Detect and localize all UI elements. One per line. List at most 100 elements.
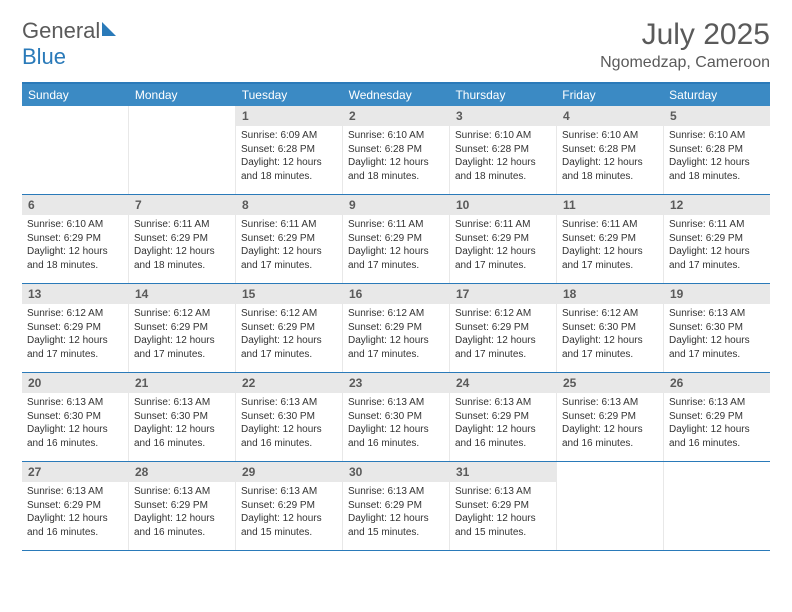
day-cell: 21Sunrise: 6:13 AMSunset: 6:30 PMDayligh… <box>129 373 236 461</box>
daylight-text: Daylight: 12 hours and 17 minutes. <box>241 334 337 361</box>
day-number: 15 <box>236 284 342 304</box>
weekday-header: Wednesday <box>343 84 450 106</box>
sunset-text: Sunset: 6:29 PM <box>27 232 123 246</box>
day-body: Sunrise: 6:11 AMSunset: 6:29 PMDaylight:… <box>664 215 770 277</box>
day-number: 5 <box>664 106 770 126</box>
sunset-text: Sunset: 6:29 PM <box>348 499 444 513</box>
sunset-text: Sunset: 6:28 PM <box>348 143 444 157</box>
sunrise-text: Sunrise: 6:11 AM <box>241 218 337 232</box>
day-cell: 22Sunrise: 6:13 AMSunset: 6:30 PMDayligh… <box>236 373 343 461</box>
day-number: 27 <box>22 462 128 482</box>
sunrise-text: Sunrise: 6:13 AM <box>27 485 123 499</box>
logo-text: General Blue <box>22 18 122 70</box>
title-block: July 2025 Ngomedzap, Cameroon <box>600 18 770 72</box>
week-row: 20Sunrise: 6:13 AMSunset: 6:30 PMDayligh… <box>22 373 770 462</box>
day-body: Sunrise: 6:13 AMSunset: 6:30 PMDaylight:… <box>664 304 770 366</box>
sunset-text: Sunset: 6:29 PM <box>241 321 337 335</box>
day-body: Sunrise: 6:13 AMSunset: 6:29 PMDaylight:… <box>22 482 128 544</box>
day-cell-empty: . <box>664 462 770 550</box>
sunrise-text: Sunrise: 6:11 AM <box>455 218 551 232</box>
daylight-text: Daylight: 12 hours and 16 minutes. <box>562 423 658 450</box>
daylight-text: Daylight: 12 hours and 15 minutes. <box>455 512 551 539</box>
weeks-container: ..1Sunrise: 6:09 AMSunset: 6:28 PMDaylig… <box>22 106 770 551</box>
day-cell: 26Sunrise: 6:13 AMSunset: 6:29 PMDayligh… <box>664 373 770 461</box>
sunset-text: Sunset: 6:29 PM <box>455 232 551 246</box>
daylight-text: Daylight: 12 hours and 16 minutes. <box>455 423 551 450</box>
sunrise-text: Sunrise: 6:13 AM <box>669 307 765 321</box>
day-number: 2 <box>343 106 449 126</box>
daylight-text: Daylight: 12 hours and 15 minutes. <box>348 512 444 539</box>
daylight-text: Daylight: 12 hours and 16 minutes. <box>134 512 230 539</box>
daylight-text: Daylight: 12 hours and 16 minutes. <box>348 423 444 450</box>
daylight-text: Daylight: 12 hours and 17 minutes. <box>348 334 444 361</box>
daylight-text: Daylight: 12 hours and 17 minutes. <box>669 245 765 272</box>
day-number: 24 <box>450 373 556 393</box>
sunrise-text: Sunrise: 6:13 AM <box>455 485 551 499</box>
day-cell: 13Sunrise: 6:12 AMSunset: 6:29 PMDayligh… <box>22 284 129 372</box>
day-cell: 2Sunrise: 6:10 AMSunset: 6:28 PMDaylight… <box>343 106 450 194</box>
day-number: 3 <box>450 106 556 126</box>
day-body: Sunrise: 6:13 AMSunset: 6:29 PMDaylight:… <box>129 482 235 544</box>
sunset-text: Sunset: 6:30 PM <box>27 410 123 424</box>
sunrise-text: Sunrise: 6:13 AM <box>241 485 337 499</box>
daylight-text: Daylight: 12 hours and 17 minutes. <box>455 334 551 361</box>
day-number: 29 <box>236 462 342 482</box>
day-body: Sunrise: 6:13 AMSunset: 6:29 PMDaylight:… <box>664 393 770 455</box>
logo-sail-icon <box>100 18 122 44</box>
daylight-text: Daylight: 12 hours and 17 minutes. <box>134 334 230 361</box>
sunrise-text: Sunrise: 6:10 AM <box>669 129 765 143</box>
day-number: 17 <box>450 284 556 304</box>
day-number: 22 <box>236 373 342 393</box>
day-number: 16 <box>343 284 449 304</box>
sunrise-text: Sunrise: 6:13 AM <box>134 485 230 499</box>
sunset-text: Sunset: 6:30 PM <box>562 321 658 335</box>
sunrise-text: Sunrise: 6:12 AM <box>27 307 123 321</box>
day-cell: 10Sunrise: 6:11 AMSunset: 6:29 PMDayligh… <box>450 195 557 283</box>
sunset-text: Sunset: 6:29 PM <box>669 232 765 246</box>
daylight-text: Daylight: 12 hours and 16 minutes. <box>27 512 123 539</box>
day-number: 28 <box>129 462 235 482</box>
logo-word-2: Blue <box>22 44 66 69</box>
daylight-text: Daylight: 12 hours and 18 minutes. <box>241 156 337 183</box>
day-cell: 31Sunrise: 6:13 AMSunset: 6:29 PMDayligh… <box>450 462 557 550</box>
day-body: Sunrise: 6:10 AMSunset: 6:28 PMDaylight:… <box>450 126 556 188</box>
weekday-header: Tuesday <box>236 84 343 106</box>
sunrise-text: Sunrise: 6:13 AM <box>562 396 658 410</box>
sunset-text: Sunset: 6:29 PM <box>562 232 658 246</box>
day-cell: 23Sunrise: 6:13 AMSunset: 6:30 PMDayligh… <box>343 373 450 461</box>
sunset-text: Sunset: 6:30 PM <box>134 410 230 424</box>
day-body: Sunrise: 6:12 AMSunset: 6:29 PMDaylight:… <box>236 304 342 366</box>
day-body: Sunrise: 6:13 AMSunset: 6:29 PMDaylight:… <box>450 393 556 455</box>
daylight-text: Daylight: 12 hours and 18 minutes. <box>348 156 444 183</box>
day-number: 9 <box>343 195 449 215</box>
day-cell: 30Sunrise: 6:13 AMSunset: 6:29 PMDayligh… <box>343 462 450 550</box>
day-number: 11 <box>557 195 663 215</box>
day-number: 8 <box>236 195 342 215</box>
sunset-text: Sunset: 6:28 PM <box>562 143 658 157</box>
day-body: Sunrise: 6:12 AMSunset: 6:30 PMDaylight:… <box>557 304 663 366</box>
sunrise-text: Sunrise: 6:11 AM <box>562 218 658 232</box>
sunrise-text: Sunrise: 6:13 AM <box>27 396 123 410</box>
day-cell: 4Sunrise: 6:10 AMSunset: 6:28 PMDaylight… <box>557 106 664 194</box>
logo-word-1: General <box>22 18 100 43</box>
sunrise-text: Sunrise: 6:10 AM <box>562 129 658 143</box>
daylight-text: Daylight: 12 hours and 17 minutes. <box>562 334 658 361</box>
location: Ngomedzap, Cameroon <box>600 54 770 72</box>
day-body: Sunrise: 6:11 AMSunset: 6:29 PMDaylight:… <box>557 215 663 277</box>
month-title: July 2025 <box>600 18 770 52</box>
day-cell-empty: . <box>557 462 664 550</box>
daylight-text: Daylight: 12 hours and 17 minutes. <box>455 245 551 272</box>
week-row: 13Sunrise: 6:12 AMSunset: 6:29 PMDayligh… <box>22 284 770 373</box>
day-number: 30 <box>343 462 449 482</box>
sunset-text: Sunset: 6:29 PM <box>134 232 230 246</box>
sunset-text: Sunset: 6:30 PM <box>348 410 444 424</box>
day-number: 13 <box>22 284 128 304</box>
sunrise-text: Sunrise: 6:13 AM <box>669 396 765 410</box>
day-number: 1 <box>236 106 342 126</box>
day-number: 31 <box>450 462 556 482</box>
day-body: Sunrise: 6:10 AMSunset: 6:28 PMDaylight:… <box>557 126 663 188</box>
daylight-text: Daylight: 12 hours and 16 minutes. <box>669 423 765 450</box>
day-body: Sunrise: 6:13 AMSunset: 6:29 PMDaylight:… <box>557 393 663 455</box>
day-number: 25 <box>557 373 663 393</box>
day-number: 12 <box>664 195 770 215</box>
